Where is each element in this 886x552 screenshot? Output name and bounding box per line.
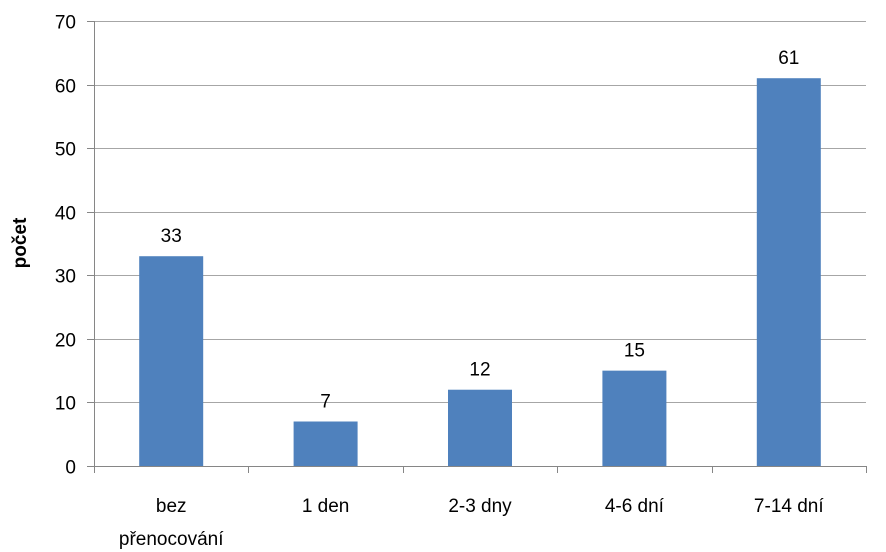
bar xyxy=(602,370,667,466)
axes xyxy=(87,21,867,473)
bar xyxy=(448,389,512,466)
x-tick-label: 1 den xyxy=(302,496,350,517)
y-tick-label: 50 xyxy=(55,140,76,161)
labels: 0 10 20 30 40 50 60 70 33 bez přenocování 7 1 den 12 2… xyxy=(55,13,825,551)
y-tick-label: 0 xyxy=(65,458,76,479)
data-label: 12 xyxy=(469,360,490,381)
y-axis-title: počet xyxy=(10,217,31,268)
y-tick-label: 60 xyxy=(55,77,76,98)
bar xyxy=(293,421,358,466)
bar xyxy=(756,78,821,466)
data-label: 33 xyxy=(161,226,182,247)
x-tick-label: 7-14 dní xyxy=(754,496,824,517)
bar xyxy=(139,256,204,466)
gridlines xyxy=(94,21,866,403)
x-tick-label: bez přenocování xyxy=(119,496,224,550)
y-tick-label: 70 xyxy=(55,13,76,34)
y-tick-label: 30 xyxy=(55,267,76,288)
x-tick-label: 2-3 dny xyxy=(448,496,512,517)
data-label: 7 xyxy=(320,392,331,413)
x-tick-label: 4-6 dní xyxy=(605,496,665,517)
data-label: 61 xyxy=(778,48,799,69)
y-tick-label: 10 xyxy=(55,394,76,415)
y-tick-label: 40 xyxy=(55,204,76,225)
data-label: 15 xyxy=(624,341,645,362)
bars xyxy=(139,78,821,466)
y-tick-label: 20 xyxy=(55,331,76,352)
